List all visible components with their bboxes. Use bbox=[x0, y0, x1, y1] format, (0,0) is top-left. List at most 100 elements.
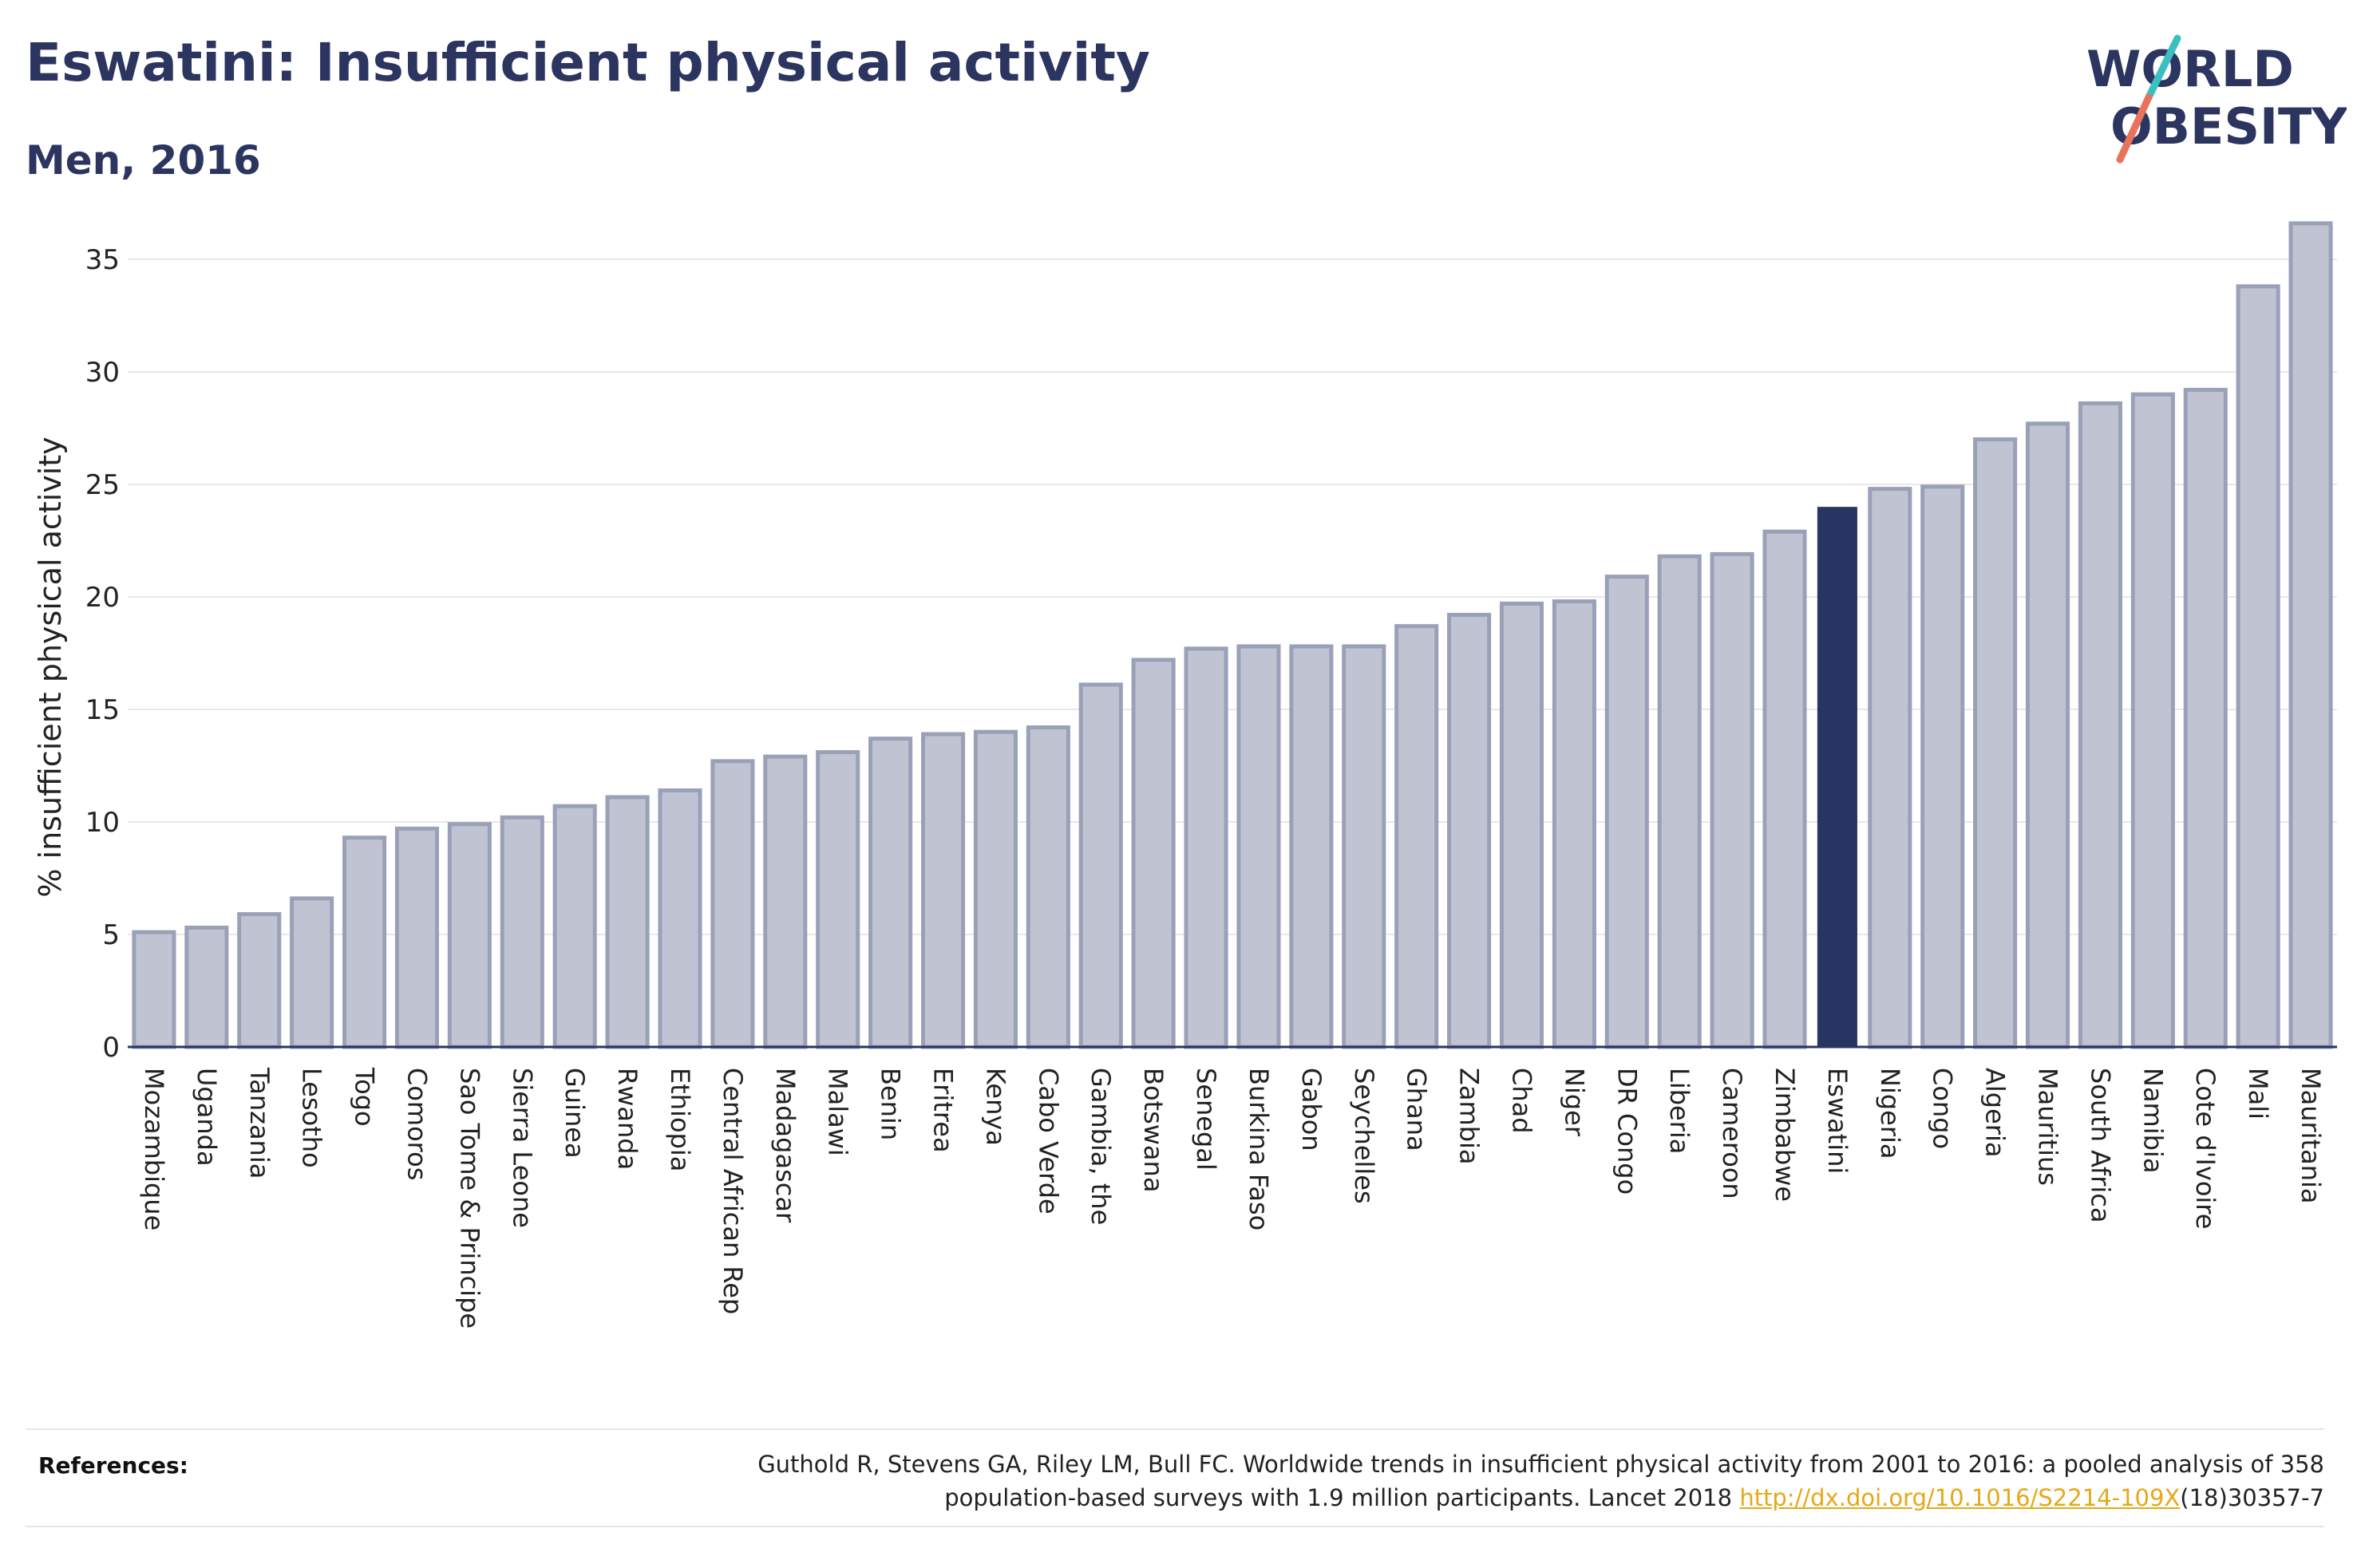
bar bbox=[1236, 644, 1281, 1049]
bar bbox=[132, 930, 176, 1049]
bar bbox=[710, 759, 755, 1049]
bar bbox=[1447, 613, 1492, 1049]
x-tick-label: Ethiopia bbox=[665, 1068, 695, 1171]
x-tick-label: South Africa bbox=[2085, 1068, 2115, 1222]
logo-slash-bottom bbox=[2116, 93, 2153, 164]
x-tick-label: Mali bbox=[2243, 1068, 2273, 1120]
logo-slash-top bbox=[2145, 34, 2181, 101]
bar bbox=[605, 795, 650, 1049]
x-tick-label: Gabon bbox=[1296, 1068, 1327, 1151]
bar bbox=[920, 732, 966, 1049]
bar bbox=[552, 804, 597, 1049]
x-tick-label: Madagascar bbox=[770, 1068, 801, 1223]
bar bbox=[290, 896, 334, 1049]
x-tick-label: Mauritania bbox=[2296, 1068, 2326, 1203]
x-tick-label: Senegal bbox=[1191, 1068, 1221, 1171]
bar bbox=[763, 754, 808, 1049]
bar bbox=[1604, 575, 1649, 1049]
bar bbox=[1920, 484, 1965, 1049]
bar bbox=[500, 815, 544, 1049]
bar bbox=[394, 826, 440, 1049]
bar bbox=[1973, 437, 2018, 1049]
x-tick-label: Burkina Faso bbox=[1244, 1068, 1274, 1230]
x-tick-label: Mozambique bbox=[139, 1068, 169, 1230]
bar bbox=[2078, 401, 2122, 1049]
x-tick-label: Benin bbox=[876, 1068, 906, 1140]
bar bbox=[973, 729, 1018, 1049]
y-tick-label: 10 bbox=[85, 807, 120, 839]
x-tick-label: Guinea bbox=[560, 1068, 590, 1159]
x-tick-label: Malawi bbox=[823, 1068, 853, 1156]
x-tick-label: Kenya bbox=[980, 1068, 1010, 1146]
bar bbox=[1710, 551, 1754, 1049]
x-tick-label: Central African Rep bbox=[718, 1068, 748, 1314]
x-tick-label: Niger bbox=[1559, 1068, 1589, 1137]
reference-line-2: population-based surveys with 1.9 millio… bbox=[944, 1484, 1740, 1511]
x-tick-label: Tanzania bbox=[244, 1067, 275, 1179]
x-tick-label: Congo bbox=[1928, 1068, 1958, 1149]
reference-line-1: Guthold R, Stevens GA, Riley LM, Bull FC… bbox=[757, 1451, 2324, 1478]
x-tick-label: Sierra Leone bbox=[507, 1068, 537, 1228]
bar bbox=[1552, 599, 1596, 1049]
y-tick-label: 20 bbox=[85, 582, 120, 614]
y-tick-label: 30 bbox=[85, 357, 120, 389]
bar-chart: 0 5 10 15 20 25 30 35 % insufficient physical ac… bbox=[33, 221, 2337, 1329]
x-tick-label: Botswana bbox=[1138, 1068, 1169, 1192]
bar bbox=[1289, 644, 1334, 1049]
bar bbox=[2183, 388, 2228, 1049]
bar bbox=[1026, 725, 1070, 1049]
x-tick-label: Ghana bbox=[1402, 1068, 1432, 1151]
bar bbox=[1868, 487, 1912, 1049]
references-label: References: bbox=[38, 1452, 188, 1479]
bar bbox=[1131, 658, 1176, 1049]
page-subtitle: Men, 2016 bbox=[26, 137, 261, 184]
x-tick-label: Seychelles bbox=[1349, 1068, 1379, 1204]
x-tick-label: Mauritius bbox=[2033, 1068, 2063, 1186]
x-tick-label: Rwanda bbox=[612, 1068, 643, 1170]
y-tick-label: 25 bbox=[85, 469, 120, 501]
references-panel: References: Guthold R, Stevens GA, Riley… bbox=[26, 1428, 2324, 1527]
logo-line-2: OBESITY bbox=[2110, 97, 2347, 156]
x-tick-label: DR Congo bbox=[1612, 1068, 1642, 1195]
reference-doi-link[interactable]: http://dx.doi.org/10.1016/S2214-109X bbox=[1739, 1484, 2181, 1511]
world-obesity-logo: WORLD OBESITY bbox=[2086, 34, 2347, 164]
x-tick-label: Uganda bbox=[192, 1068, 222, 1167]
x-tick-label: Namibia bbox=[2138, 1068, 2168, 1173]
bar bbox=[447, 822, 492, 1049]
page-title: Eswatini: Insufficient physical activity bbox=[26, 32, 1150, 93]
x-tick-label: Zimbabwe bbox=[1770, 1068, 1800, 1202]
x-tick-label: Lesotho bbox=[297, 1068, 327, 1168]
x-tick-label: Togo bbox=[350, 1067, 380, 1127]
bar bbox=[868, 737, 913, 1049]
bar bbox=[1184, 646, 1228, 1049]
y-tick-label: 15 bbox=[85, 694, 120, 726]
bar bbox=[237, 912, 282, 1049]
x-tick-label: Cote d'Ivoire bbox=[2190, 1068, 2221, 1229]
bar bbox=[1078, 682, 1123, 1049]
x-tick-label: Comoros bbox=[401, 1068, 432, 1180]
x-tick-label: Zambia bbox=[1454, 1068, 1485, 1165]
x-tick-label: Gambia, the bbox=[1086, 1068, 1116, 1225]
bar bbox=[1499, 601, 1544, 1049]
x-tick-label: Cabo Verde bbox=[1033, 1068, 1063, 1215]
bar bbox=[184, 926, 229, 1049]
logo-line-1: WORLD bbox=[2086, 40, 2294, 98]
x-tick-label: Eritrea bbox=[928, 1068, 959, 1153]
y-tick-label: 35 bbox=[85, 244, 120, 276]
bar-highlight bbox=[1817, 507, 1857, 1047]
bar bbox=[1762, 529, 1807, 1049]
bar bbox=[1657, 554, 1702, 1049]
bar bbox=[2288, 221, 2333, 1049]
bar bbox=[816, 750, 860, 1049]
bar bbox=[2236, 284, 2280, 1049]
x-tick-label: Cameroon bbox=[1717, 1068, 1747, 1199]
x-tick-label: Liberia bbox=[1664, 1068, 1695, 1154]
x-tick-label: Nigeria bbox=[1875, 1068, 1905, 1159]
y-axis-label: % insufficient physical activity bbox=[33, 436, 68, 897]
x-tick-label: Algeria bbox=[1980, 1068, 2011, 1157]
bar bbox=[2130, 392, 2175, 1049]
reference-line-2-suffix: (18)30357-7 bbox=[2180, 1484, 2324, 1511]
bar bbox=[2025, 421, 2070, 1049]
y-tick-label: 5 bbox=[102, 919, 120, 951]
x-tick-label: Sao Tome & Principe bbox=[454, 1068, 484, 1329]
